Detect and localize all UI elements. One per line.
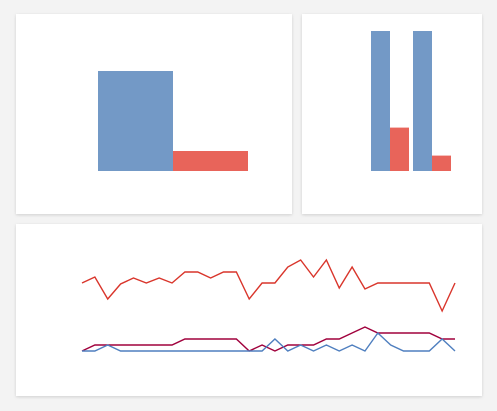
card [302,14,482,214]
line [81,326,455,352]
bar [173,151,248,171]
line [82,331,456,352]
bar [413,31,432,171]
bar [432,155,451,171]
bar [390,127,409,171]
bar [371,31,390,171]
card [16,224,482,396]
bar [98,71,173,171]
line [81,258,456,313]
